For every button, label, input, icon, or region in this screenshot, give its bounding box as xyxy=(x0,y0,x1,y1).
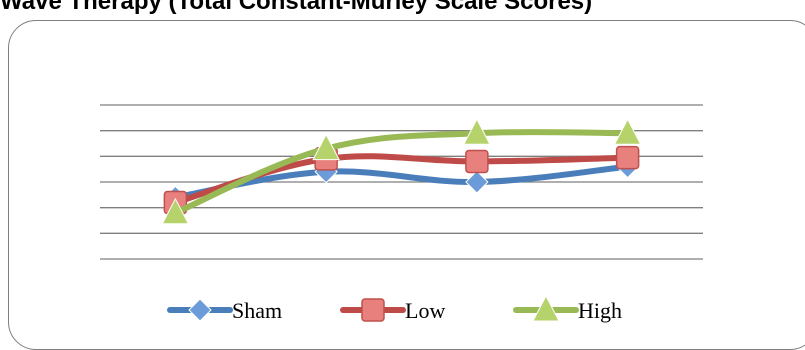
legend-marker-sham xyxy=(188,298,212,322)
data-point-high xyxy=(312,133,340,161)
data-point-high xyxy=(613,118,642,145)
data-point-sham xyxy=(465,170,489,194)
chart-title: Wave Therapy (Total Constant-Murley Scal… xyxy=(0,0,593,15)
legend-label-high: High xyxy=(578,298,622,323)
legend-marker-high xyxy=(532,294,560,322)
line-chart: Sham Low High xyxy=(100,104,703,323)
series-line-high xyxy=(172,129,631,216)
legend-marker-low xyxy=(361,298,385,322)
data-point-high xyxy=(161,197,190,225)
data-point-low xyxy=(465,149,489,174)
data-point-high xyxy=(463,118,491,145)
data-point-low xyxy=(615,145,640,170)
legend-label-sham: Sham xyxy=(232,298,282,323)
legend-label-low: Low xyxy=(405,298,445,323)
